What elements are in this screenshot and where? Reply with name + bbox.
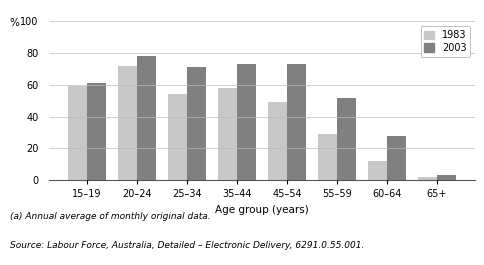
Bar <box>118 66 136 180</box>
Bar <box>217 88 236 180</box>
Bar <box>136 56 155 180</box>
Bar <box>436 175 455 180</box>
Bar <box>167 94 186 180</box>
Bar <box>287 64 305 180</box>
Bar <box>336 98 355 180</box>
Bar <box>267 102 287 180</box>
Bar <box>367 161 386 180</box>
Bar <box>386 136 405 180</box>
Bar <box>236 64 256 180</box>
Bar <box>186 67 206 180</box>
Y-axis label: %: % <box>9 18 19 28</box>
Legend: 1983, 2003: 1983, 2003 <box>420 26 469 57</box>
X-axis label: Age group (years): Age group (years) <box>214 205 308 215</box>
Text: Source: Labour Force, Australia, Detailed – Electronic Delivery, 6291.0.55.001.: Source: Labour Force, Australia, Detaile… <box>10 241 363 250</box>
Text: (a) Annual average of monthly original data.: (a) Annual average of monthly original d… <box>10 212 210 221</box>
Bar <box>417 177 436 180</box>
Bar <box>317 134 336 180</box>
Bar <box>68 86 87 180</box>
Bar <box>87 83 106 180</box>
